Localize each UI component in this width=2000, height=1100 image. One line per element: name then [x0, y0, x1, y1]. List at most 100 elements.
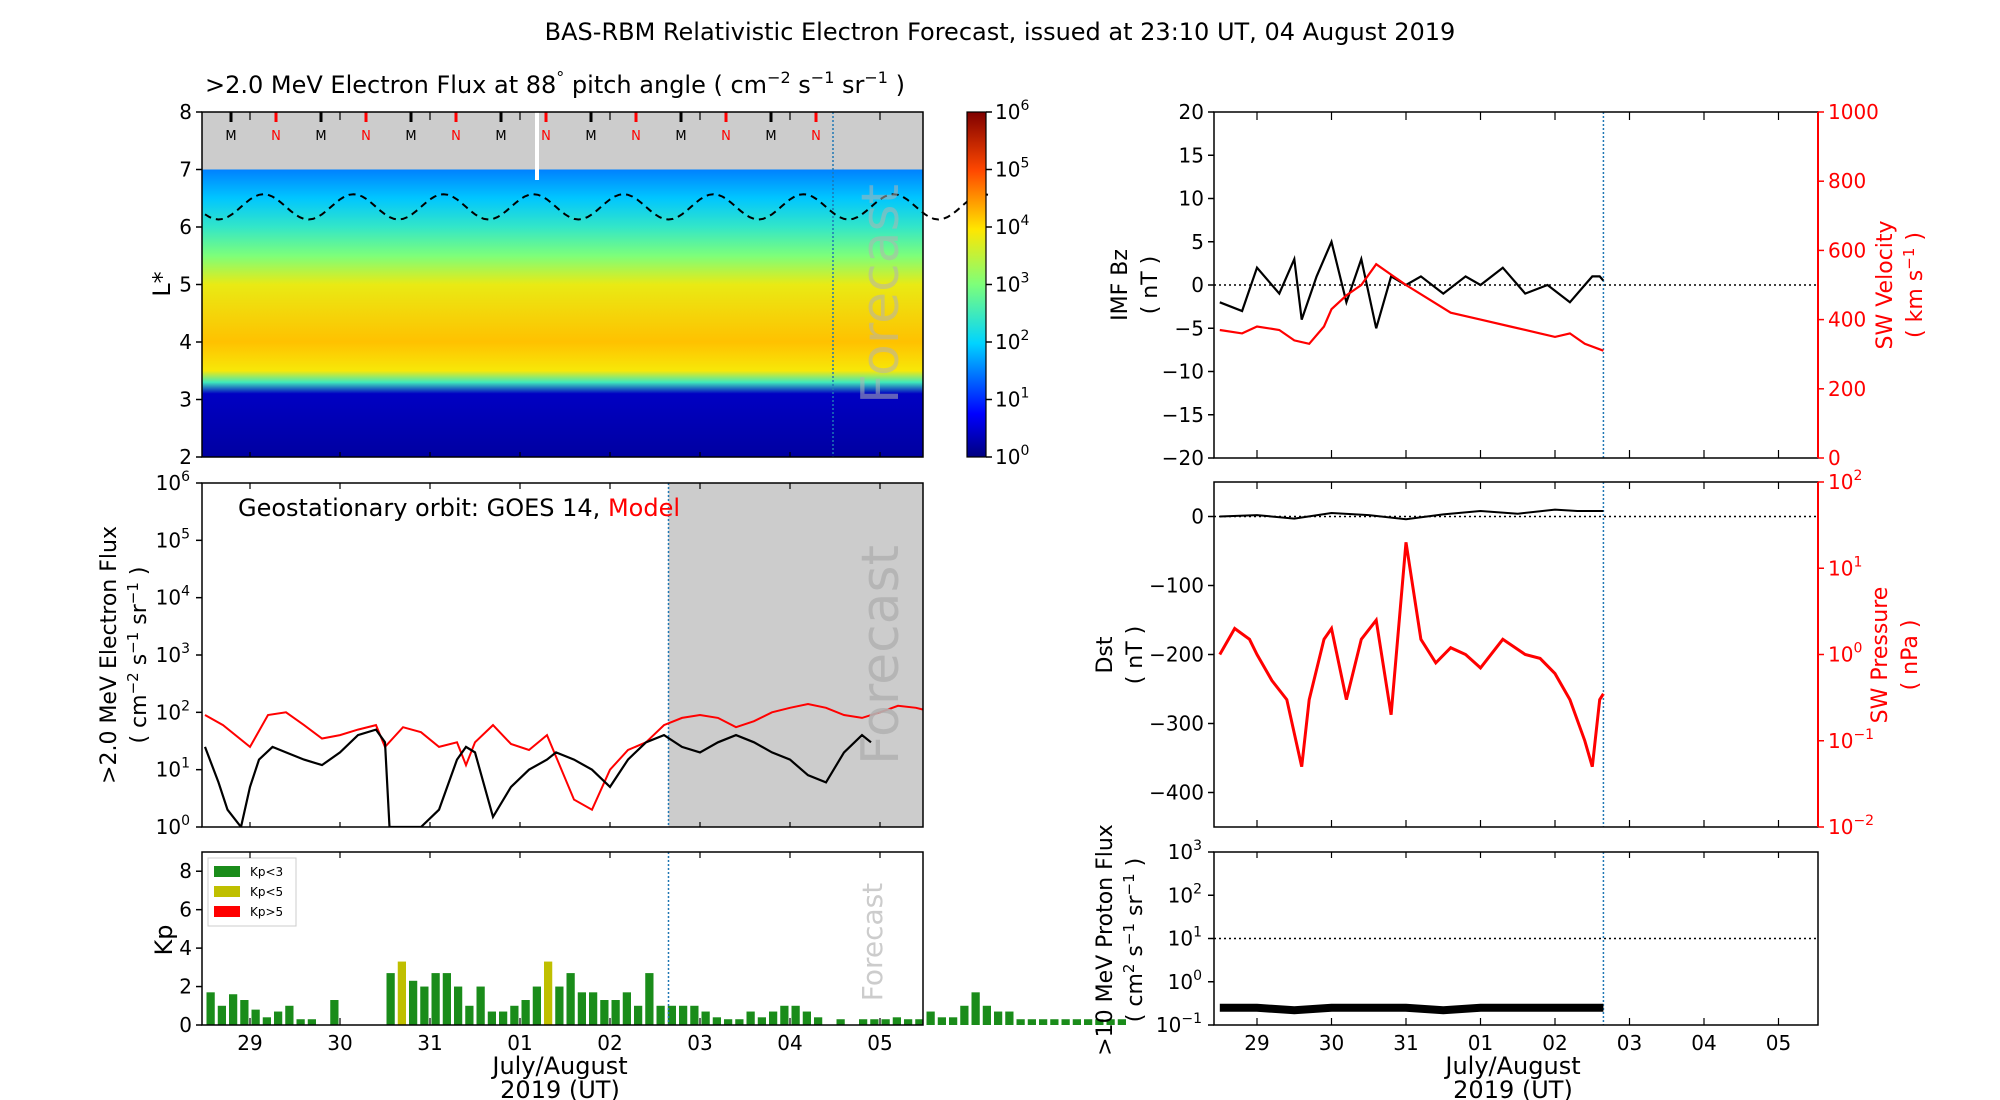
lstar-marker-label: M — [675, 129, 686, 144]
lstar-marker-label: M — [585, 129, 596, 144]
kp-bar — [926, 1011, 935, 1025]
sw-pressure-ytick-label: 101 — [1828, 554, 1862, 580]
imf-bz-line — [1219, 238, 1605, 329]
imf-ytick-label: −15 — [1162, 403, 1204, 427]
sw-velocity-ytick-label: 200 — [1828, 377, 1866, 401]
imf-ytick-label: −5 — [1175, 316, 1204, 340]
dst-ytick-label: −200 — [1149, 643, 1204, 667]
lstar-ytick-label: 4 — [179, 330, 192, 354]
kp-bar — [1061, 1019, 1070, 1025]
lstar-ytick-label: 5 — [179, 273, 192, 297]
geo-ylabel-units: ( cm−2 s−1 sr−1 ) — [124, 566, 152, 743]
kp-frame — [201, 851, 924, 1026]
geo-flux-panel: 100 101 102 103 104 105 106 Geostationary orbi… — [97, 469, 924, 839]
kp-bar — [510, 1005, 519, 1025]
right-xtick-label: 04 — [1691, 1031, 1716, 1055]
left-xtick-label: 05 — [867, 1031, 892, 1055]
kp-panel: 0 2 4 6 8 Kp Kp<3 Kp<5 Kp>5 Forecast — [150, 851, 1126, 1037]
kp-bar — [802, 1011, 811, 1025]
kp-bar — [1027, 1019, 1036, 1025]
right-xtick-label: 05 — [1766, 1031, 1791, 1055]
kp-bar — [420, 986, 429, 1025]
kp-bar — [982, 1005, 991, 1025]
sw-velocity-ylabel: SW Velocity — [1873, 220, 1898, 349]
proton-ylabel: >10 MeV Proton Flux — [1093, 824, 1118, 1056]
left-xtick-label: 01 — [507, 1031, 532, 1055]
geo-ylabel: >2.0 MeV Electron Flux — [97, 526, 122, 784]
dst-ylabel-units: ( nT ) — [1123, 626, 1148, 685]
geo-ytick-label: 105 — [156, 526, 190, 552]
kp-bar — [892, 1017, 901, 1025]
sw-pressure-units: ( nPa ) — [1898, 620, 1923, 691]
kp-bar — [431, 973, 440, 1025]
proton-ytick-label: 102 — [1168, 881, 1202, 907]
kp-bar — [667, 1005, 676, 1025]
proton-ytick-label: 103 — [1168, 838, 1202, 864]
kp-bar — [1095, 1019, 1104, 1025]
left-xtick-label: 04 — [777, 1031, 802, 1055]
kp-legend-high: Kp>5 — [250, 905, 283, 919]
geo-ytick-label: 103 — [156, 641, 190, 667]
left-xtick-label: 02 — [597, 1031, 622, 1055]
kp-bar — [757, 1017, 766, 1025]
sw-pressure-line — [1218, 542, 1605, 768]
kp-ytick-label: 0 — [179, 1013, 192, 1037]
sw-velocity-line — [1219, 262, 1604, 352]
kp-bar — [386, 973, 395, 1025]
proton-ytick-label: 10−1 — [1156, 1011, 1202, 1037]
kp-bar — [442, 973, 451, 1025]
colorbar-tick-label: 102 — [995, 328, 1029, 354]
lstar-panel-title: >2.0 MeV Electron Flux at 88° pitch angl… — [205, 68, 905, 99]
kp-bar — [397, 961, 406, 1025]
imf-ytick-label: −20 — [1162, 446, 1204, 470]
kp-bar — [577, 992, 586, 1025]
kp-bar — [791, 1005, 800, 1025]
lstar-radiation-belt — [202, 169, 923, 457]
geo-label: Geostationary orbit: GOES 14, Model — [238, 494, 680, 522]
kp-bar — [229, 994, 238, 1025]
kp-bar — [307, 1019, 316, 1025]
kp-bar — [487, 1011, 496, 1025]
colorbar-tick-label: 106 — [995, 98, 1029, 124]
geo-ytick-label: 104 — [156, 584, 190, 610]
kp-bar — [544, 961, 553, 1025]
dst-panel: −400 −300 −200 −100 0 10−2 10−1 100 101 102 Dst (… — [1093, 468, 1923, 839]
lstar-marker-label: N — [271, 129, 281, 144]
imf-ylabel: IMF Bz — [1108, 249, 1133, 321]
kp-bar — [690, 1005, 699, 1025]
sw-pressure-ytick-label: 10−2 — [1828, 813, 1874, 839]
right-xlabel-line2: 2019 (UT) — [1453, 1076, 1573, 1100]
kp-bar — [1106, 1019, 1115, 1025]
lstar-marker-label: M — [495, 129, 506, 144]
dst-ytick-label: −300 — [1149, 712, 1204, 736]
dst-frame — [1213, 481, 1819, 828]
lstar-marker-label: M — [315, 129, 326, 144]
kp-bar — [949, 1017, 958, 1025]
lstar-ytick-label: 2 — [179, 445, 192, 469]
imf-ytick-label: 15 — [1179, 143, 1204, 167]
kp-bar — [937, 1017, 946, 1025]
imf-ytick-label: 10 — [1179, 187, 1204, 211]
kp-ytick-label: 8 — [179, 859, 192, 883]
right-xtick-label: 02 — [1542, 1031, 1567, 1055]
kp-legend-mid: Kp<5 — [250, 885, 283, 899]
lstar-marker-label: N — [541, 129, 551, 144]
kp-bar — [780, 1005, 789, 1025]
dst-ytick-label: 0 — [1191, 505, 1204, 529]
lstar-ytick-label: 6 — [179, 215, 192, 239]
figure-title: BAS-RBM Relativistic Electron Forecast, … — [545, 18, 1456, 46]
kp-bar — [960, 1005, 969, 1025]
kp-bar — [240, 1000, 249, 1025]
kp-bar — [712, 1017, 721, 1025]
right-xlabel-line1: July/August — [1443, 1052, 1580, 1080]
kp-bar — [611, 1000, 620, 1025]
sw-velocity-ytick-label: 0 — [1828, 446, 1841, 470]
kp-bar — [285, 1005, 294, 1025]
sw-velocity-ytick-label: 400 — [1828, 308, 1866, 332]
kp-bar — [1084, 1019, 1093, 1025]
kp-bar — [859, 1019, 868, 1025]
kp-ytick-label: 6 — [179, 898, 192, 922]
kp-bar — [476, 986, 485, 1025]
kp-bar — [724, 1019, 733, 1025]
